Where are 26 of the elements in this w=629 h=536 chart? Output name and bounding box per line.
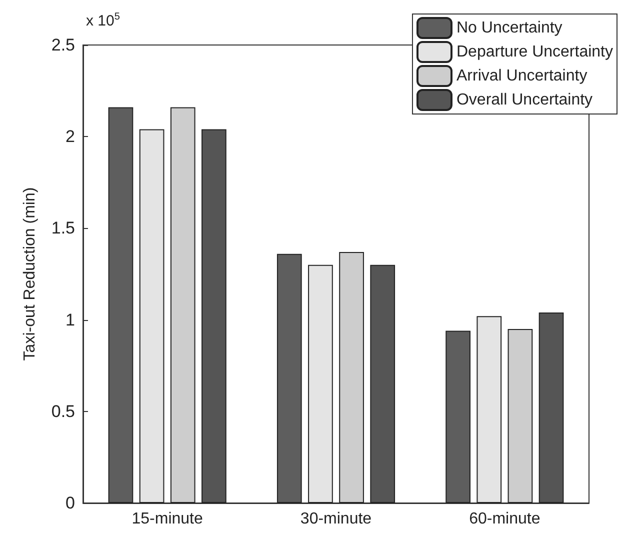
bar [508,328,533,503]
bar [139,129,164,503]
y-tick-label: 1.5 [51,218,75,238]
legend-label: No Uncertainty [456,20,562,36]
x-tick-label: 30-minute [300,510,372,528]
x-tick-label: 15-minute [132,510,204,528]
y-axis-title: Taxi-out Reduction (min) [22,187,38,361]
bar [370,264,396,503]
y-tick-label: 0 [66,494,75,512]
y-tick-label: 1 [66,310,75,330]
bar [538,312,564,503]
bar [339,252,364,503]
bar [170,107,196,503]
bar [308,264,333,503]
bar [108,107,134,503]
bar [446,330,470,503]
y-tick-label: 2 [66,127,75,146]
y-tick-label: 0.5 [51,402,75,421]
x-tick-label: 60-minute [469,510,540,528]
legend-label: Departure Uncertainty [456,44,613,60]
bar [476,316,502,503]
legend-label: Arrival Uncertainty [456,68,588,84]
bar [202,129,226,503]
bar [276,254,302,503]
y-tick-label: 2.5 [51,36,75,54]
legend-label: Overall Uncertainty [456,92,593,108]
